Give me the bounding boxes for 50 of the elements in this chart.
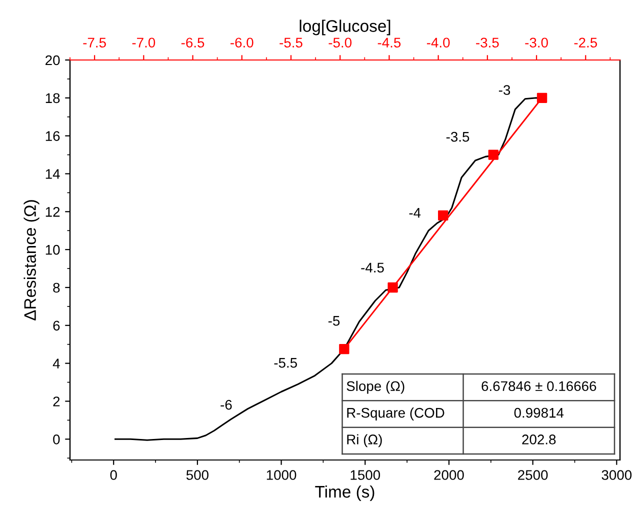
annotation: Ri (Ω)	[347, 434, 382, 448]
annotation: 0.99814	[514, 408, 564, 418]
y-tick-label: 8	[53, 282, 60, 293]
annotation: -5.5	[274, 358, 297, 368]
x2-tick-label: -7.0	[132, 38, 156, 48]
x2-tick-label: -5.5	[280, 38, 302, 48]
y-tick-label: 14	[46, 169, 60, 179]
y-tick-label: 18	[46, 93, 60, 104]
annotation: 6.67846 ± 0.16666	[482, 381, 596, 392]
y-axis-title: ΔResistance (Ω)	[24, 200, 40, 320]
annotation: 202.8	[522, 434, 556, 444]
annotation: R-Square (COD	[347, 408, 444, 420]
x-axis-title: Time (s)	[315, 485, 374, 501]
x2-tick-label: -4.5	[378, 38, 401, 48]
x2-tick-label: -4.0	[426, 38, 450, 48]
x2-tick-label: -5.0	[328, 38, 352, 48]
y-tick-label: 12	[46, 206, 60, 217]
x2-axis-title: log[Glucose]	[300, 20, 390, 36]
point	[339, 344, 350, 354]
x-tick-label: 1000	[266, 470, 296, 480]
annotation: -3.5	[446, 132, 470, 142]
y-tick-label: 4	[52, 358, 60, 368]
annotation: -4	[409, 208, 421, 218]
y-tick-label: 20	[46, 55, 60, 66]
y-tick-label: 2	[53, 396, 60, 406]
x-tick-label: 2500	[518, 470, 548, 480]
annotation: Slope (Ω)	[346, 380, 404, 394]
x-tick-label: 1500	[350, 470, 380, 480]
annotation: -5	[328, 316, 340, 326]
annotation: -4.5	[361, 262, 384, 273]
y-tick-label: 16	[46, 131, 60, 141]
point	[488, 150, 498, 160]
point	[536, 92, 548, 103]
x2-tick-label: -7.5	[83, 38, 106, 48]
annotation: -6	[220, 400, 232, 410]
x-tick-label: 500	[186, 470, 208, 480]
point	[438, 210, 448, 221]
x2-tick-label: -3.0	[525, 38, 548, 48]
x2-tick-label: -6.0	[230, 38, 254, 48]
x2-tick-label: -6.5	[181, 38, 204, 48]
x-tick-label: 2000	[434, 470, 464, 480]
point	[388, 282, 398, 293]
x-tick-label: 3000	[602, 470, 632, 480]
y-tick-label: 6	[53, 320, 60, 331]
x2-tick-label: -2.5	[574, 38, 598, 48]
x2-tick-label: -3.5	[476, 38, 499, 48]
annotation: -3	[498, 85, 510, 95]
y-tick-label: 10	[46, 244, 60, 255]
x-tick-label: 0	[110, 470, 117, 480]
y-tick-label: 0	[53, 434, 60, 444]
